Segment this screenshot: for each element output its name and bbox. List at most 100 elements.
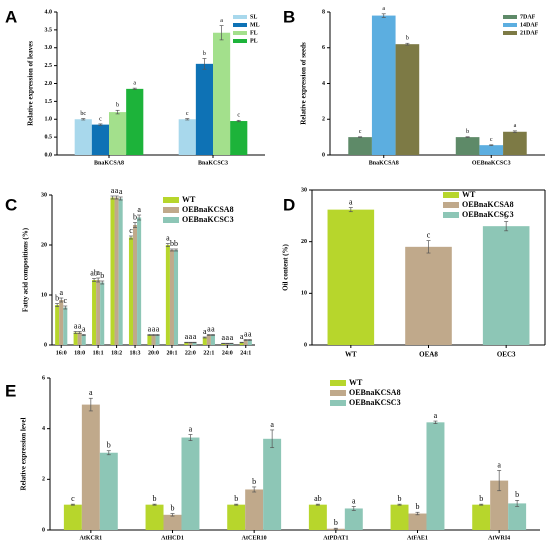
bar <box>109 112 127 155</box>
bar <box>202 337 207 345</box>
significance-letter: a <box>96 268 100 277</box>
x-tick-label: AtPDAT1 <box>323 535 348 541</box>
legend-label: OEBnaKCSC3 <box>462 210 514 219</box>
y-tick-label: 4.0 <box>45 9 53 15</box>
x-tick-label: BnaKCSA8 <box>369 160 399 166</box>
x-tick-label: 24:0 <box>222 350 233 356</box>
significance-letter: a <box>349 197 353 206</box>
bar <box>195 63 213 155</box>
significance-letter: c <box>237 113 240 119</box>
bar <box>118 198 123 345</box>
significance-letter: c <box>129 226 133 235</box>
bar <box>74 119 92 155</box>
y-axis-title: Relative expression of seeds <box>300 42 308 125</box>
y-tick-label: 2 <box>322 117 325 123</box>
significance-letter: b <box>153 494 157 503</box>
significance-letter: a <box>434 411 438 420</box>
x-tick-label: 22:0 <box>185 350 196 356</box>
x-tick-label: BnaKCSC3 <box>198 160 228 166</box>
bar <box>245 489 264 530</box>
x-tick-label: 18:2 <box>111 350 122 356</box>
bar <box>490 480 509 530</box>
legend-swatch <box>443 192 459 198</box>
x-tick-label: AtKCR1 <box>79 535 102 541</box>
bar <box>243 340 248 345</box>
significance-letter: a <box>166 233 170 242</box>
significance-letter: a <box>119 187 123 196</box>
significance-letter: b <box>466 129 469 135</box>
significance-letter: a <box>514 123 517 129</box>
x-tick-label: OEA8 <box>419 351 438 359</box>
legend-swatch <box>443 212 459 218</box>
bar <box>192 342 197 345</box>
bar <box>508 503 527 530</box>
bar <box>96 280 101 345</box>
significance-letter: a <box>115 186 119 195</box>
bar <box>137 217 142 345</box>
bar <box>263 438 282 530</box>
y-axis-title: Oil content (%) <box>282 244 290 291</box>
x-tick-label: OEC3 <box>497 351 516 359</box>
x-tick-label: AtHCD1 <box>161 535 184 541</box>
significance-letter: a <box>156 324 160 333</box>
x-tick-label: 18:0 <box>74 350 85 356</box>
significance-letter: a <box>221 333 225 342</box>
bar <box>206 335 211 345</box>
significance-letter: a <box>189 332 193 341</box>
x-tick-label: 20:1 <box>166 350 177 356</box>
bar <box>472 504 491 530</box>
bar <box>145 504 164 530</box>
significance-letter: b <box>107 441 111 450</box>
significance-letter: a <box>220 18 223 24</box>
bar <box>81 335 86 345</box>
bar <box>155 335 160 345</box>
significance-letter: b <box>203 51 206 57</box>
y-axis-title: Relative expression level <box>20 417 28 490</box>
x-tick-label: 16:0 <box>56 350 67 356</box>
legend-swatch <box>163 207 179 213</box>
significance-letter: a <box>226 333 230 342</box>
legend-swatch <box>503 23 517 27</box>
y-axis-title: Relative expression of leaves <box>27 41 35 126</box>
bar <box>371 15 396 156</box>
bar <box>230 121 248 155</box>
bar <box>178 119 196 155</box>
significance-letter: b <box>479 494 483 503</box>
legend-swatch <box>233 31 247 35</box>
bar <box>221 343 226 345</box>
significance-letter: a <box>193 332 197 341</box>
bar <box>63 307 68 345</box>
legend-label: ML <box>250 22 260 28</box>
legend-label: OEBnaKCSC3 <box>182 215 234 224</box>
bar <box>81 404 100 530</box>
bar <box>455 137 480 155</box>
significance-letter: a <box>137 205 141 214</box>
y-tick-label: 0 <box>42 527 45 533</box>
significance-letter: c <box>64 296 68 305</box>
y-tick-label: 30 <box>301 187 307 193</box>
bar <box>151 335 156 345</box>
significance-letter: a <box>207 324 211 333</box>
significance-letter: a <box>189 424 193 433</box>
bar <box>133 225 138 345</box>
significance-letter: a <box>270 420 274 429</box>
x-tick-label: AtWRI4 <box>488 535 510 541</box>
y-tick-label: 1.5 <box>45 99 53 105</box>
significance-letter: b <box>234 494 238 503</box>
significance-letter: b <box>171 503 175 512</box>
significance-letter: a <box>74 321 78 330</box>
y-tick-label: 2.0 <box>45 81 53 87</box>
y-tick-label: 20 <box>301 239 307 245</box>
y-tick-label: 6 <box>322 45 325 51</box>
legend-swatch <box>330 380 346 386</box>
bar <box>408 513 427 530</box>
significance-letter: c <box>99 116 102 122</box>
y-tick-label: 0 <box>322 152 325 158</box>
bar <box>73 332 78 345</box>
significance-letter: ab <box>314 494 322 503</box>
bar <box>110 197 115 345</box>
y-tick-label: 30 <box>41 192 47 198</box>
significance-letter: b <box>398 494 402 503</box>
